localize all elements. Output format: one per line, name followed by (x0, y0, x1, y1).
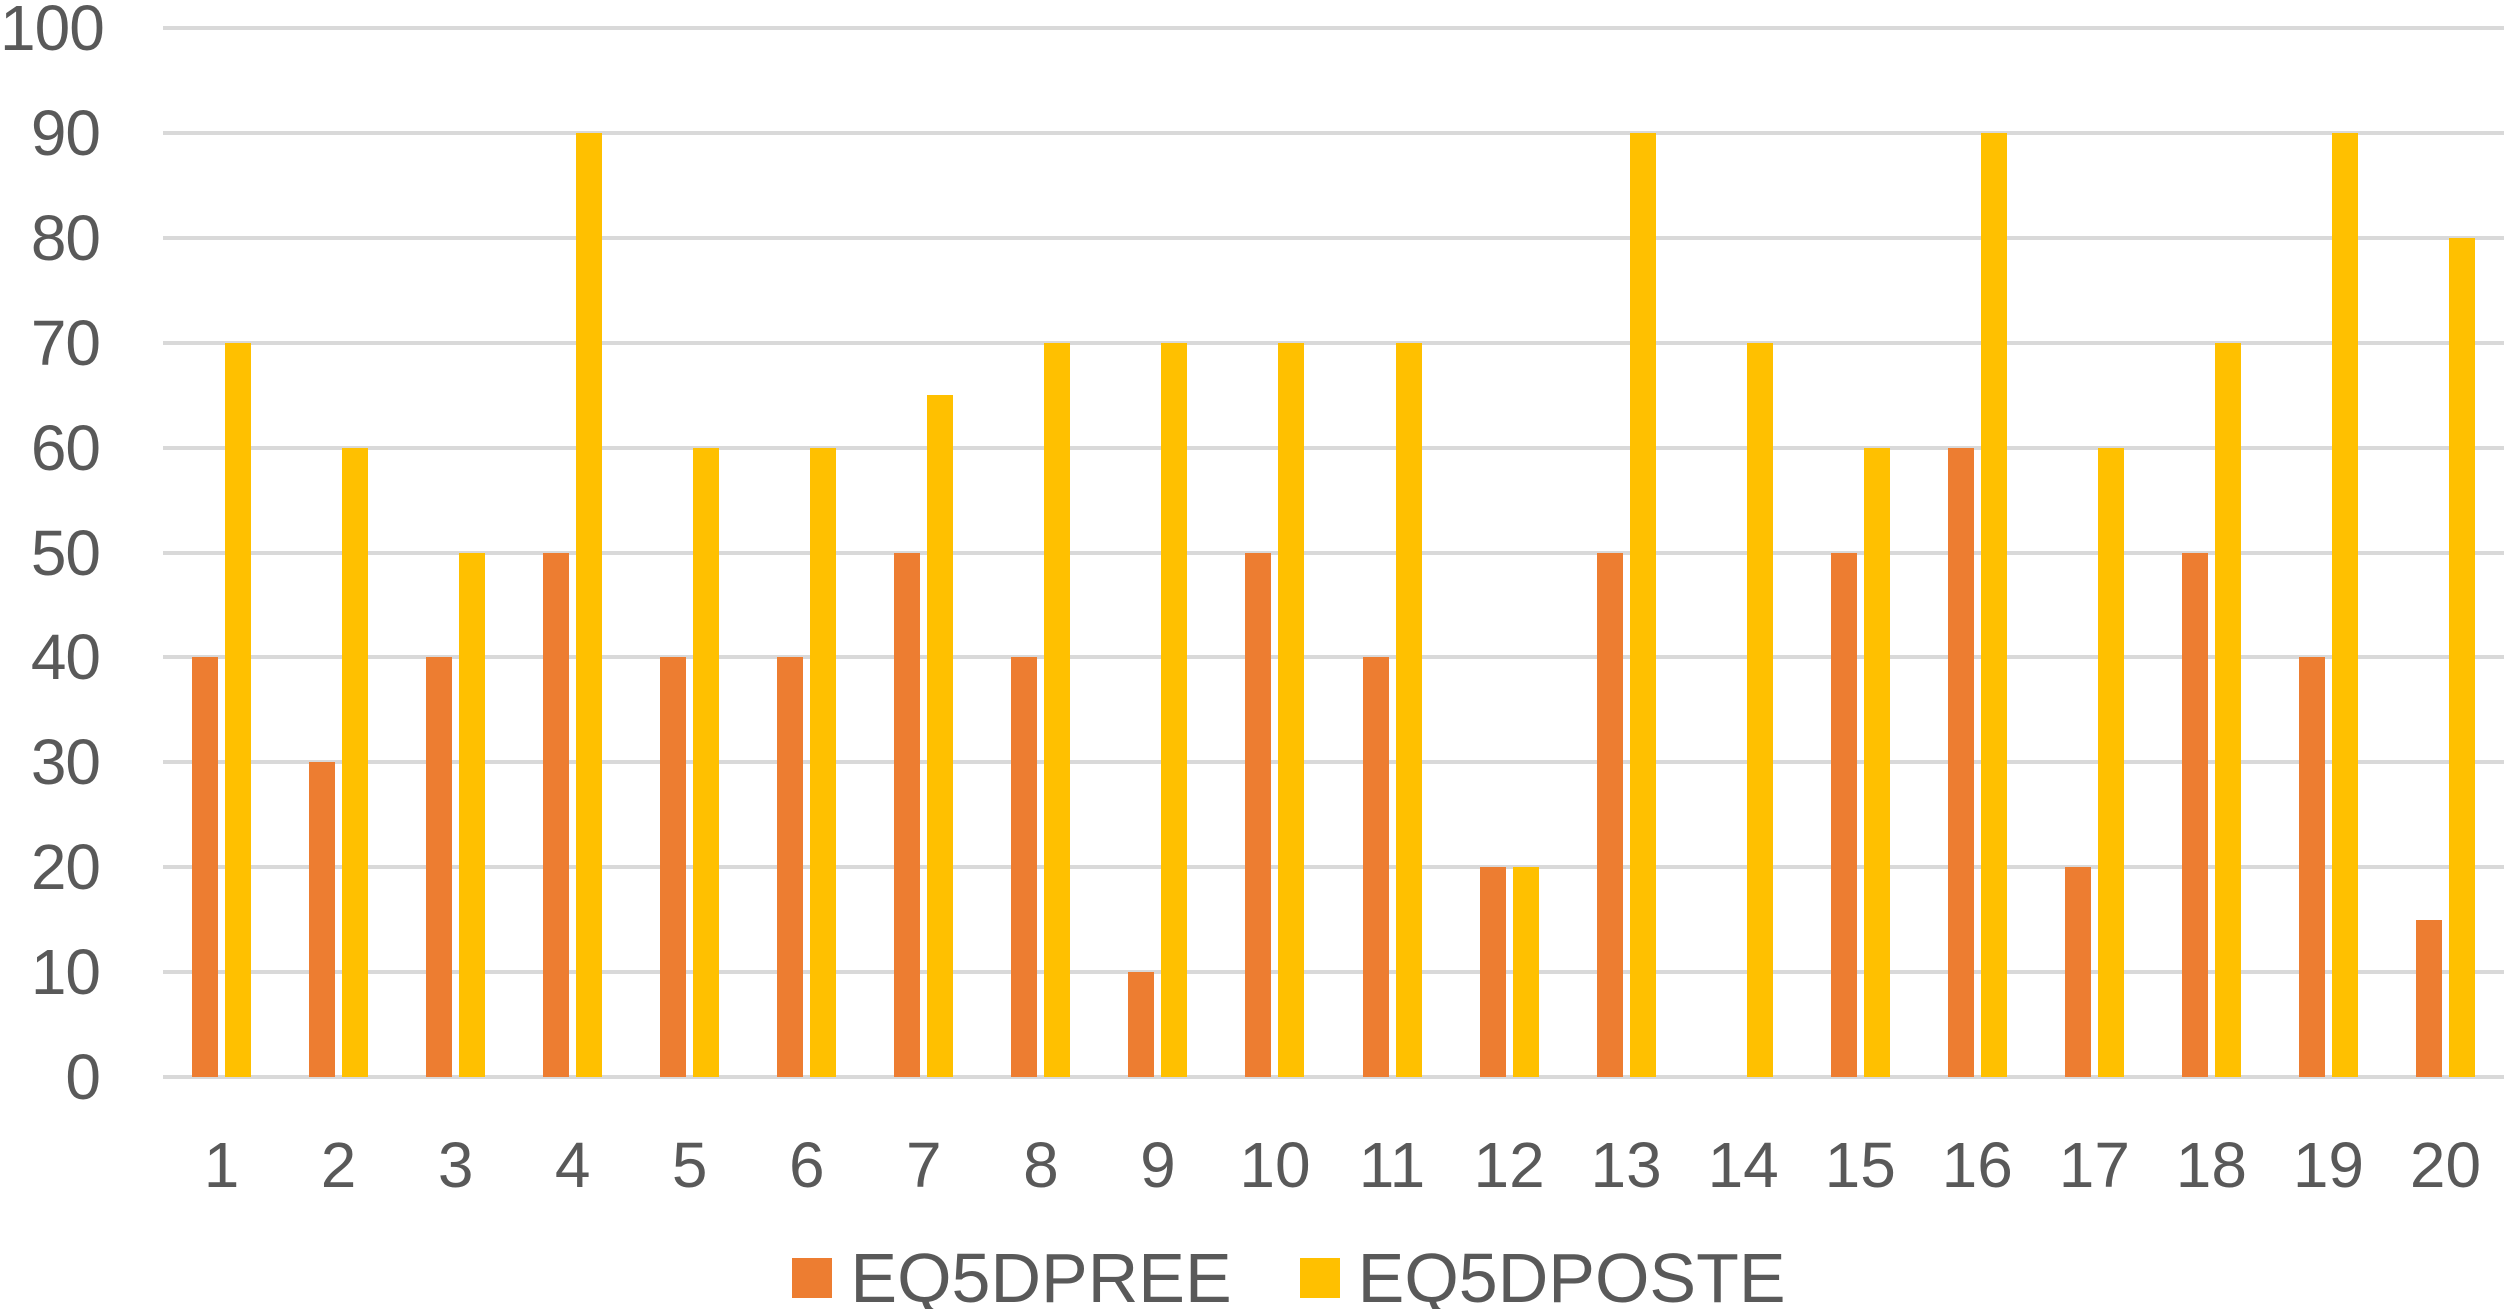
bar-eq5dpree-3 (426, 657, 453, 1077)
x-tick-label-4: 4 (554, 1129, 591, 1201)
gridline-30 (163, 760, 2504, 765)
x-tick-label-11: 11 (1358, 1129, 1426, 1201)
bar-eq5dpree-1 (192, 657, 219, 1077)
bar-eq5dposte-1 (225, 342, 252, 1077)
bar-eq5dposte-10 (1278, 342, 1305, 1077)
gridline-0 (163, 1075, 2504, 1079)
x-tick-label-15: 15 (1824, 1129, 1896, 1201)
bar-eq5dposte-4 (576, 132, 603, 1077)
bar-eq5dposte-18 (2214, 342, 2241, 1077)
y-tick-label-100: 100 (0, 0, 105, 64)
bar-eq5dposte-16 (1980, 132, 2007, 1077)
bar-eq5dpree-4 (543, 552, 570, 1077)
bar-eq5dpree-8 (1011, 657, 1038, 1077)
gridline-40 (163, 655, 2504, 660)
x-tick-label-13: 13 (1590, 1129, 1662, 1201)
y-tick-label-30: 30 (30, 726, 101, 799)
bar-eq5dpree-17 (2064, 867, 2091, 1077)
bar-eq5dpree-6 (777, 657, 804, 1077)
x-tick-label-14: 14 (1707, 1129, 1779, 1201)
bar-eq5dposte-14 (1746, 342, 1773, 1077)
gridline-50 (163, 550, 2504, 555)
bar-eq5dpree-19 (2298, 657, 2325, 1077)
gridline-100 (163, 26, 2504, 30)
gridline-90 (163, 130, 2504, 135)
x-tick-label-20: 20 (2409, 1129, 2482, 1201)
gridline-70 (163, 340, 2504, 345)
bar-eq5dpree-12 (1479, 867, 1506, 1077)
x-tick-label-7: 7 (906, 1129, 942, 1201)
y-tick-label-20: 20 (30, 831, 101, 904)
bar-eq5dpree-7 (894, 552, 921, 1077)
bar-eq5dposte-7 (927, 395, 954, 1077)
x-tick-label-3: 3 (437, 1129, 474, 1201)
bar-eq5dposte-5 (693, 447, 720, 1077)
y-tick-label-50: 50 (30, 516, 101, 589)
x-tick-label-2: 2 (320, 1129, 357, 1201)
legend-item-eq5dposte: EQ5DPOSTE (1299, 1239, 1786, 1309)
bar-eq5dpree-15 (1830, 552, 1857, 1077)
bar-eq5dpree-10 (1245, 552, 1272, 1077)
bar-eq5dposte-3 (459, 552, 486, 1077)
bar-eq5dposte-9 (1161, 342, 1188, 1077)
gridline-80 (163, 235, 2504, 240)
bar-eq5dposte-2 (342, 447, 369, 1077)
bar-eq5dpree-20 (2415, 919, 2442, 1077)
legend: EQ5DPREE EQ5DPOSTE (0, 1243, 2508, 1309)
legend-label-eq5dpree: EQ5DPREE (850, 1239, 1232, 1309)
x-tick-label-6: 6 (788, 1129, 825, 1201)
x-tick-label-1: 1 (203, 1129, 240, 1201)
x-tick-label-5: 5 (671, 1129, 708, 1201)
bar-eq5dposte-12 (1512, 867, 1539, 1077)
x-tick-label-18: 18 (2175, 1129, 2247, 1201)
bar-eq5dposte-6 (810, 447, 837, 1077)
y-tick-label-0: 0 (65, 1041, 101, 1113)
gridline-10 (163, 970, 2504, 975)
bar-eq5dpree-13 (1596, 552, 1623, 1077)
x-tick-label-16: 16 (1941, 1129, 2013, 1201)
legend-swatch-eq5dposte (1299, 1258, 1340, 1298)
legend-swatch-eq5dpree (792, 1258, 833, 1298)
legend-item-eq5dpree: EQ5DPREE (792, 1239, 1232, 1309)
y-tick-label-60: 60 (30, 411, 101, 484)
x-tick-label-19: 19 (2292, 1129, 2365, 1201)
x-tick-label-17: 17 (2058, 1129, 2130, 1201)
bar-eq5dposte-13 (1629, 132, 1656, 1077)
bar-eq5dpree-9 (1128, 972, 1155, 1077)
bar-eq5dpree-11 (1362, 657, 1389, 1077)
bar-eq5dposte-15 (1863, 447, 1890, 1077)
x-tick-label-9: 9 (1140, 1129, 1176, 1201)
x-tick-label-10: 10 (1239, 1129, 1311, 1201)
y-tick-label-90: 90 (30, 96, 101, 169)
x-tick-label-8: 8 (1023, 1129, 1059, 1201)
y-tick-label-70: 70 (30, 306, 101, 379)
bar-eq5dposte-20 (2448, 237, 2475, 1077)
gridline-20 (163, 865, 2504, 870)
bar-eq5dpree-2 (309, 762, 336, 1077)
bar-eq5dposte-11 (1395, 342, 1422, 1077)
y-tick-label-40: 40 (30, 621, 101, 694)
legend-label-eq5dposte: EQ5DPOSTE (1357, 1239, 1786, 1309)
y-tick-label-80: 80 (30, 201, 101, 274)
y-tick-label-10: 10 (30, 936, 101, 1009)
bar-eq5dpree-18 (2181, 552, 2208, 1077)
bar-eq5dpree-16 (1947, 447, 1974, 1077)
gridline-60 (163, 445, 2504, 450)
x-tick-label-12: 12 (1473, 1129, 1545, 1201)
bar-eq5dposte-8 (1044, 342, 1071, 1077)
bar-eq5dposte-19 (2331, 132, 2358, 1077)
bar-eq5dpree-5 (660, 657, 687, 1077)
bar-eq5dposte-17 (2097, 447, 2124, 1077)
